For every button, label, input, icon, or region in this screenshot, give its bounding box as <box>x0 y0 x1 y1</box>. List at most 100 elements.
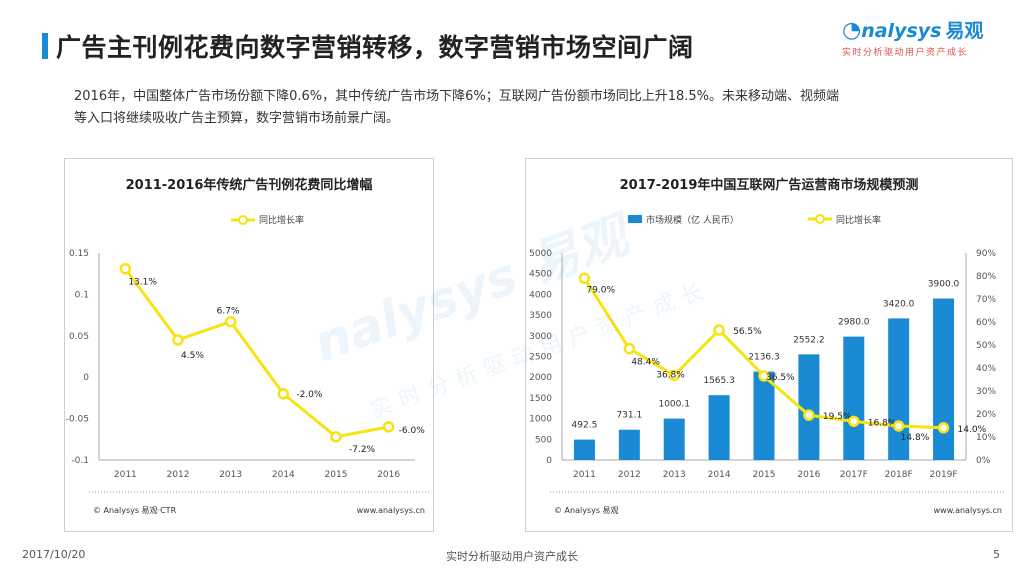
data-point <box>848 415 860 428</box>
page-title: 广告主刊例花费向数字营销转移，数字营销市场空间广阔 <box>56 33 694 62</box>
legend-line-label: 同比增长率 <box>836 214 881 226</box>
x-tick-label: 2017F <box>840 470 868 480</box>
data-point <box>668 369 680 382</box>
bar-value-label: 1565.3 <box>703 376 735 386</box>
data-label: -2.0% <box>296 390 323 400</box>
data-label: -7.2% <box>349 445 376 455</box>
bar <box>573 439 595 460</box>
y-tick-label: -0.1 <box>71 456 89 466</box>
y-tick-label: 0.15 <box>69 249 89 259</box>
page-number: 5 <box>993 548 1000 561</box>
legend-label: 同比增长率 <box>259 214 304 226</box>
legend-marker-swatch <box>815 214 825 224</box>
title-accent-bar <box>42 33 48 59</box>
legend-marker-swatch <box>238 215 248 225</box>
bar <box>798 354 820 460</box>
x-tick-label: 2013 <box>219 470 242 480</box>
data-point <box>713 324 725 336</box>
y-left-tick-label: 1500 <box>529 394 552 404</box>
x-tick-label: 2014 <box>708 470 731 480</box>
bar-value-label: 2136.3 <box>748 353 780 363</box>
legend-bar-label: 市场规模（亿 人民币） <box>646 214 739 226</box>
data-point <box>119 262 132 275</box>
site-label: www.analysys.cn <box>934 506 1002 515</box>
growth-rate-line <box>124 267 389 439</box>
data-point <box>937 422 950 434</box>
y-left-tick-label: 1000 <box>529 415 552 425</box>
y-right-tick-label: 90% <box>976 249 996 259</box>
intro-line-1: 2016年，中国整体广告市场份额下降0.6%，其中传统广告市场下降6%；互联网广… <box>74 89 840 104</box>
bar-value-label: 492.5 <box>572 421 598 431</box>
y-right-tick-label: 60% <box>976 318 996 328</box>
x-tick-label: 2011 <box>573 470 596 480</box>
x-tick-label: 2016 <box>797 470 820 480</box>
y-left-tick-label: 4000 <box>529 290 552 300</box>
y-tick-label: -0.05 <box>66 415 89 425</box>
data-point <box>330 431 342 443</box>
data-label: 6.7% <box>217 307 240 317</box>
growth-rate-label: 48.4% <box>631 358 660 368</box>
data-point <box>277 388 290 400</box>
bar-value-label: 3900.0 <box>928 280 960 290</box>
y-left-tick-label: 4500 <box>529 270 552 280</box>
data-label: 4.5% <box>181 351 204 361</box>
x-tick-label: 2016 <box>377 470 400 480</box>
growth-rate-label: 36.5% <box>766 373 795 383</box>
growth-rate-label: 14.0% <box>958 425 987 435</box>
y-right-tick-label: 20% <box>976 410 996 420</box>
footer-tagline: 实时分析驱动用户资产成长 <box>446 550 578 563</box>
growth-rate-label: 16.8% <box>868 418 897 428</box>
source-label: © Analysys 易观 <box>554 506 619 515</box>
footer-date: 2017/10/20 <box>22 548 86 561</box>
chart-panel-internet-ad: 2017-2019年中国互联网广告运营商市场规模预测市场规模（亿 人民币） 同比增… <box>525 158 1013 532</box>
y-tick-label: 0.05 <box>69 332 89 342</box>
x-tick-label: 2019F <box>930 470 958 480</box>
data-point <box>623 342 636 355</box>
y-left-tick-label: 3500 <box>529 311 552 321</box>
source-label: © Analysys 易观·CTR <box>93 506 177 515</box>
intro-text: 2016年，中国整体广告市场份额下降0.6%，其中传统广告市场下降6%；互联网广… <box>74 86 974 130</box>
data-label: 13.1% <box>128 278 157 288</box>
y-left-tick-label: 5000 <box>529 249 552 259</box>
x-tick-label: 2018F <box>885 470 913 480</box>
data-point <box>224 315 237 328</box>
y-left-tick-label: 0 <box>546 456 552 466</box>
y-right-tick-label: 80% <box>976 272 996 282</box>
logo-text: nalysys <box>861 20 942 42</box>
growth-rate-label: 36.8% <box>656 370 685 380</box>
bar-value-label: 3420.0 <box>883 299 915 309</box>
bar <box>708 395 730 460</box>
bar-value-label: 1000.1 <box>658 400 690 410</box>
data-point <box>172 334 184 346</box>
logo-tagline: 实时分析驱动用户资产成长 <box>842 48 969 58</box>
growth-rate-label: 79.0% <box>586 285 615 295</box>
y-right-tick-label: 40% <box>976 364 996 374</box>
y-right-tick-label: 30% <box>976 387 996 397</box>
growth-rate-label: 14.8% <box>901 433 930 443</box>
logo-o-mark: ◔ <box>842 18 862 43</box>
x-tick-label: 2011 <box>114 470 137 480</box>
y-right-tick-label: 50% <box>976 341 996 351</box>
x-tick-label: 2013 <box>663 470 686 480</box>
y-tick-label: 0.1 <box>75 290 89 300</box>
chart-panel-traditional-ad: 2011-2016年传统广告刊例花费同比增幅 同比增长率 0.15 0.1 0.05 0 -… <box>64 158 434 532</box>
data-label: -6.0% <box>399 426 426 436</box>
bar-value-label: 2552.2 <box>793 335 825 345</box>
analysys-logo: ◔nalysys 易观 实时分析驱动用户资产成长 <box>842 16 998 66</box>
chart-title: 2017-2019年中国互联网广告运营商市场规模预测 <box>620 177 919 193</box>
x-tick-label: 2015 <box>325 470 348 480</box>
data-point <box>382 421 395 433</box>
bar <box>618 429 640 460</box>
data-point <box>803 409 815 421</box>
data-point <box>758 370 770 382</box>
site-label: www.analysys.cn <box>357 506 425 515</box>
bar <box>663 418 685 460</box>
bar <box>843 336 865 460</box>
x-tick-label: 2015 <box>753 470 776 480</box>
growth-rate-label: 19.5% <box>823 412 852 422</box>
x-tick-label: 2014 <box>272 470 295 480</box>
bar <box>753 371 775 460</box>
y-right-tick-label: 0% <box>976 456 991 466</box>
